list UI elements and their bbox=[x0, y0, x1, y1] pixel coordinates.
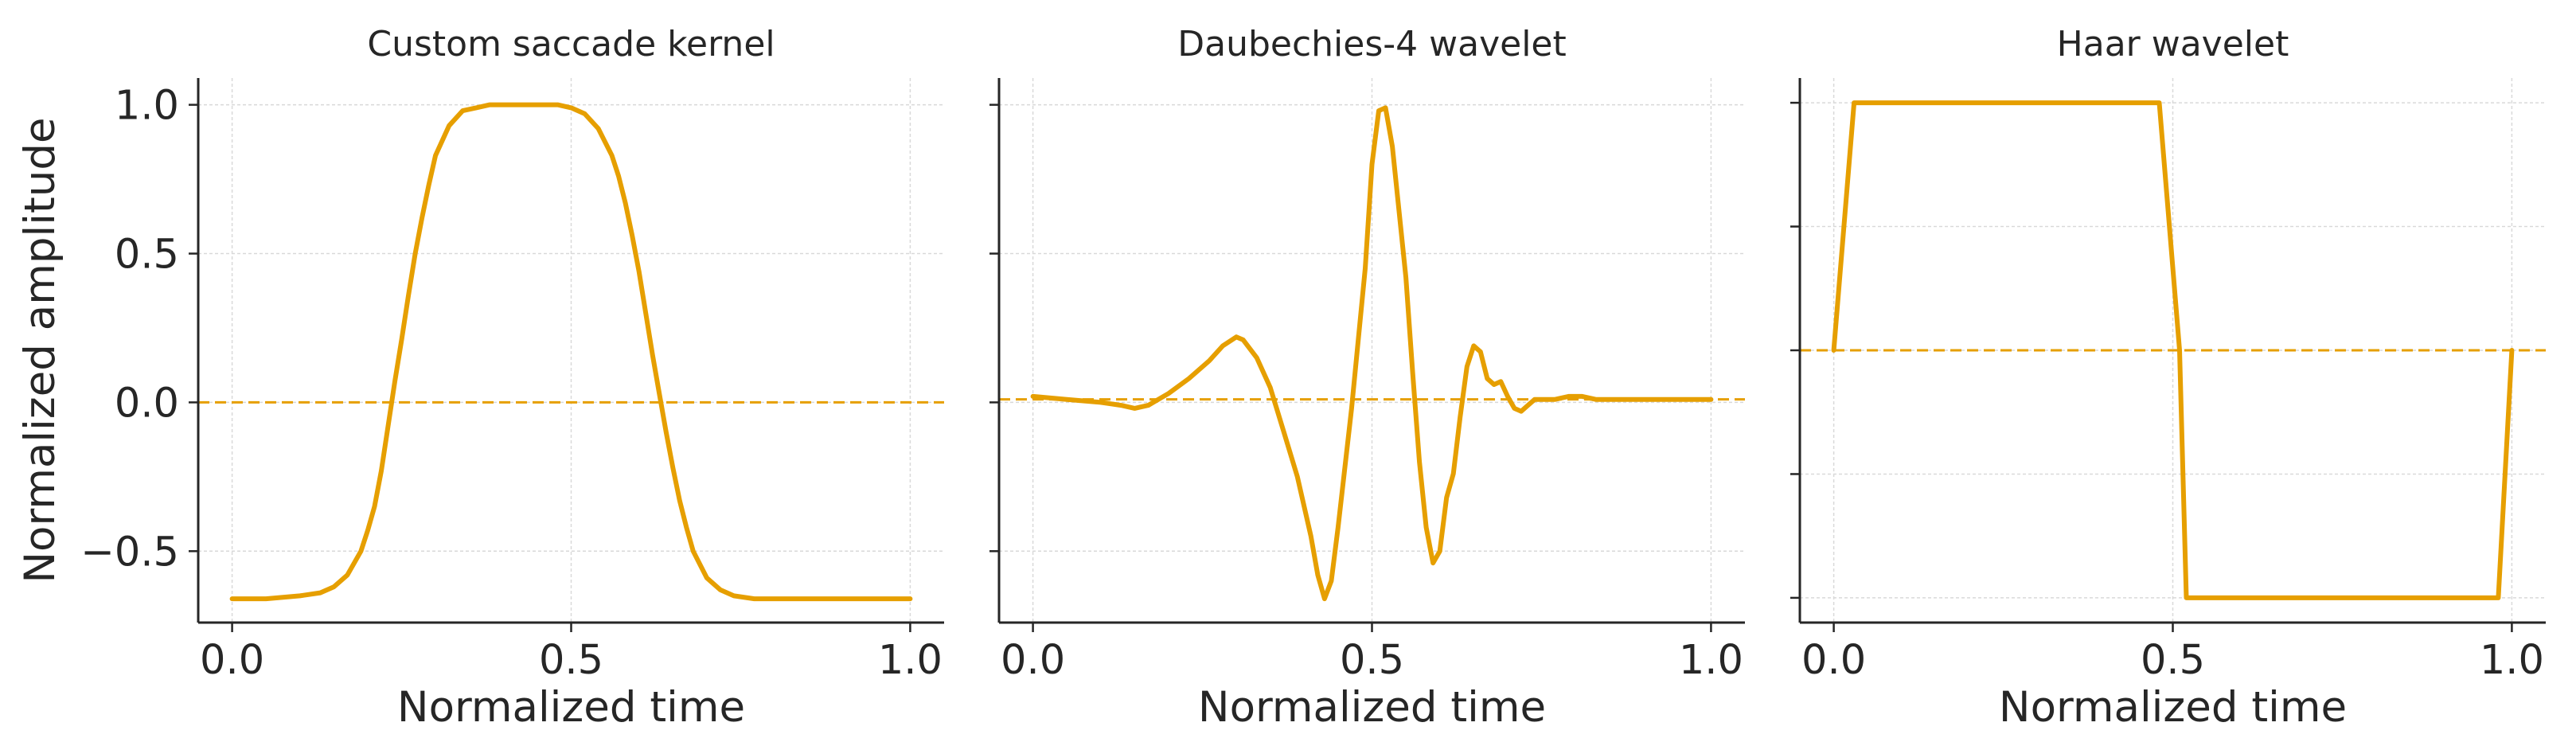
chart-panel-3: 0.0 0.5 1.0 Haar wavelet Normalized time bbox=[1790, 24, 2546, 732]
y-tick-label: 0.0 bbox=[115, 380, 179, 427]
y-tick-label: −0.5 bbox=[80, 529, 179, 576]
x-tick-label: 0.0 bbox=[1001, 637, 1065, 684]
x-tick-label: 1.0 bbox=[878, 637, 943, 684]
chart-panel-2: 0.0 0.5 1.0 Daubechies-4 wavelet Normalized … bbox=[989, 24, 1745, 732]
y-axis-label: Normalized amplitude bbox=[16, 117, 64, 583]
x-tick-label: 0.0 bbox=[200, 637, 264, 684]
x-tick-label: 1.0 bbox=[2480, 637, 2544, 684]
series-line-1 bbox=[1831, 100, 2515, 600]
y-tick-label: 0.5 bbox=[115, 232, 179, 279]
x-tick-label: 0.5 bbox=[2141, 637, 2205, 684]
x-axis-label: Normalized time bbox=[397, 683, 745, 732]
x-tick-label: 0.5 bbox=[539, 637, 603, 684]
y-tick-label: 1.0 bbox=[115, 83, 179, 130]
series-line-1 bbox=[229, 102, 913, 602]
panel-title: Custom saccade kernel bbox=[367, 24, 775, 64]
chart-panel-1: 0.0 0.5 1.0 −0.5 0.0 0.5 1.0 Custom saccade ker… bbox=[80, 24, 944, 732]
x-axis-label: Normalized time bbox=[1198, 683, 1546, 732]
chart-panels: 0.0 0.5 1.0 −0.5 0.0 0.5 1.0 Custom saccade ker… bbox=[80, 24, 2546, 732]
x-axis-label: Normalized time bbox=[1999, 683, 2347, 732]
series-line-1 bbox=[1030, 105, 1714, 602]
panel-title: Daubechies-4 wavelet bbox=[1177, 24, 1567, 64]
panel-title: Haar wavelet bbox=[2057, 24, 2289, 64]
x-tick-label: 0.5 bbox=[1340, 637, 1404, 684]
x-tick-label: 0.0 bbox=[1801, 637, 1866, 684]
x-tick-label: 1.0 bbox=[1679, 637, 1743, 684]
